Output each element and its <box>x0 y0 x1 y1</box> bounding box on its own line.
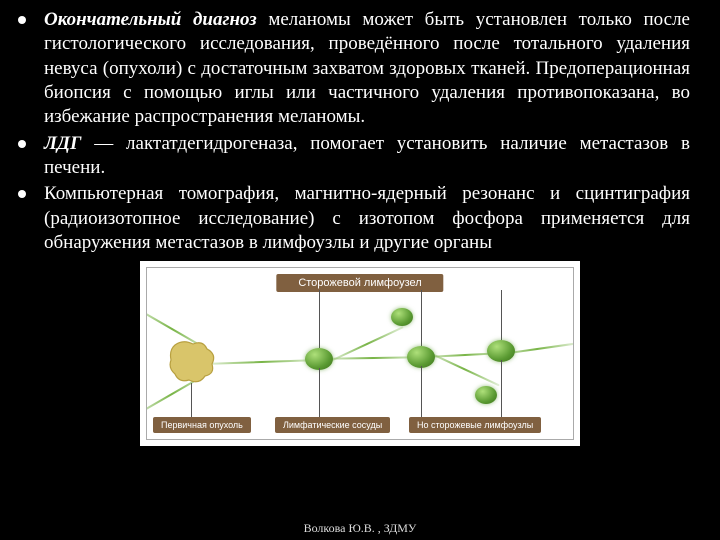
vessels-label: Лимфатические сосуды <box>275 417 390 433</box>
lymph-node-icon <box>487 340 515 362</box>
lymph-vessel <box>207 359 317 365</box>
bullet-text: Окончательный диагноз меланомы может быт… <box>44 8 690 130</box>
text-rest: Компьютерная томография, магнитно-ядерны… <box>44 183 690 253</box>
list-item: Компьютерная томография, магнитно-ядерны… <box>30 182 690 255</box>
list-item: ЛДГ — лактатдегидрогеназа, помогает уста… <box>30 132 690 181</box>
bullet-list: Окончательный диагноз меланомы может быт… <box>30 8 690 255</box>
nonsentinel-label: Но сторожевые лимфоузлы <box>409 417 541 433</box>
slide: Окончательный диагноз меланомы может быт… <box>0 0 720 540</box>
connector-line <box>421 290 422 346</box>
tumor-label: Первичная опухоль <box>153 417 251 433</box>
emphasis: ЛДГ <box>44 133 82 154</box>
text-rest: — лактатдегидрогеназа, помогает установи… <box>44 133 690 178</box>
diagram-canvas: Сторожевой лимфоузел <box>146 267 574 440</box>
footer-text: Волкова Ю.В. , ЗДМУ <box>0 521 720 536</box>
bullet-text: ЛДГ — лактатдегидрогеназа, помогает уста… <box>44 132 690 181</box>
lymph-node-icon <box>391 308 413 326</box>
bullet-icon <box>18 16 26 24</box>
diagram: Сторожевой лимфоузел <box>140 261 580 446</box>
sentinel-node-icon <box>305 348 333 370</box>
connector-line <box>501 290 502 340</box>
primary-tumor-icon <box>167 340 217 385</box>
connector-line <box>319 290 320 348</box>
bullet-text: Компьютерная томография, магнитно-ядерны… <box>44 182 690 255</box>
lymph-node-icon <box>407 346 435 368</box>
bullet-icon <box>18 190 26 198</box>
list-item: Окончательный диагноз меланомы может быт… <box>30 8 690 130</box>
diagram-title-label: Сторожевой лимфоузел <box>276 274 443 292</box>
lymph-node-icon <box>475 386 497 404</box>
emphasis: Окончательный диагноз <box>44 9 257 30</box>
bullet-icon <box>18 140 26 148</box>
